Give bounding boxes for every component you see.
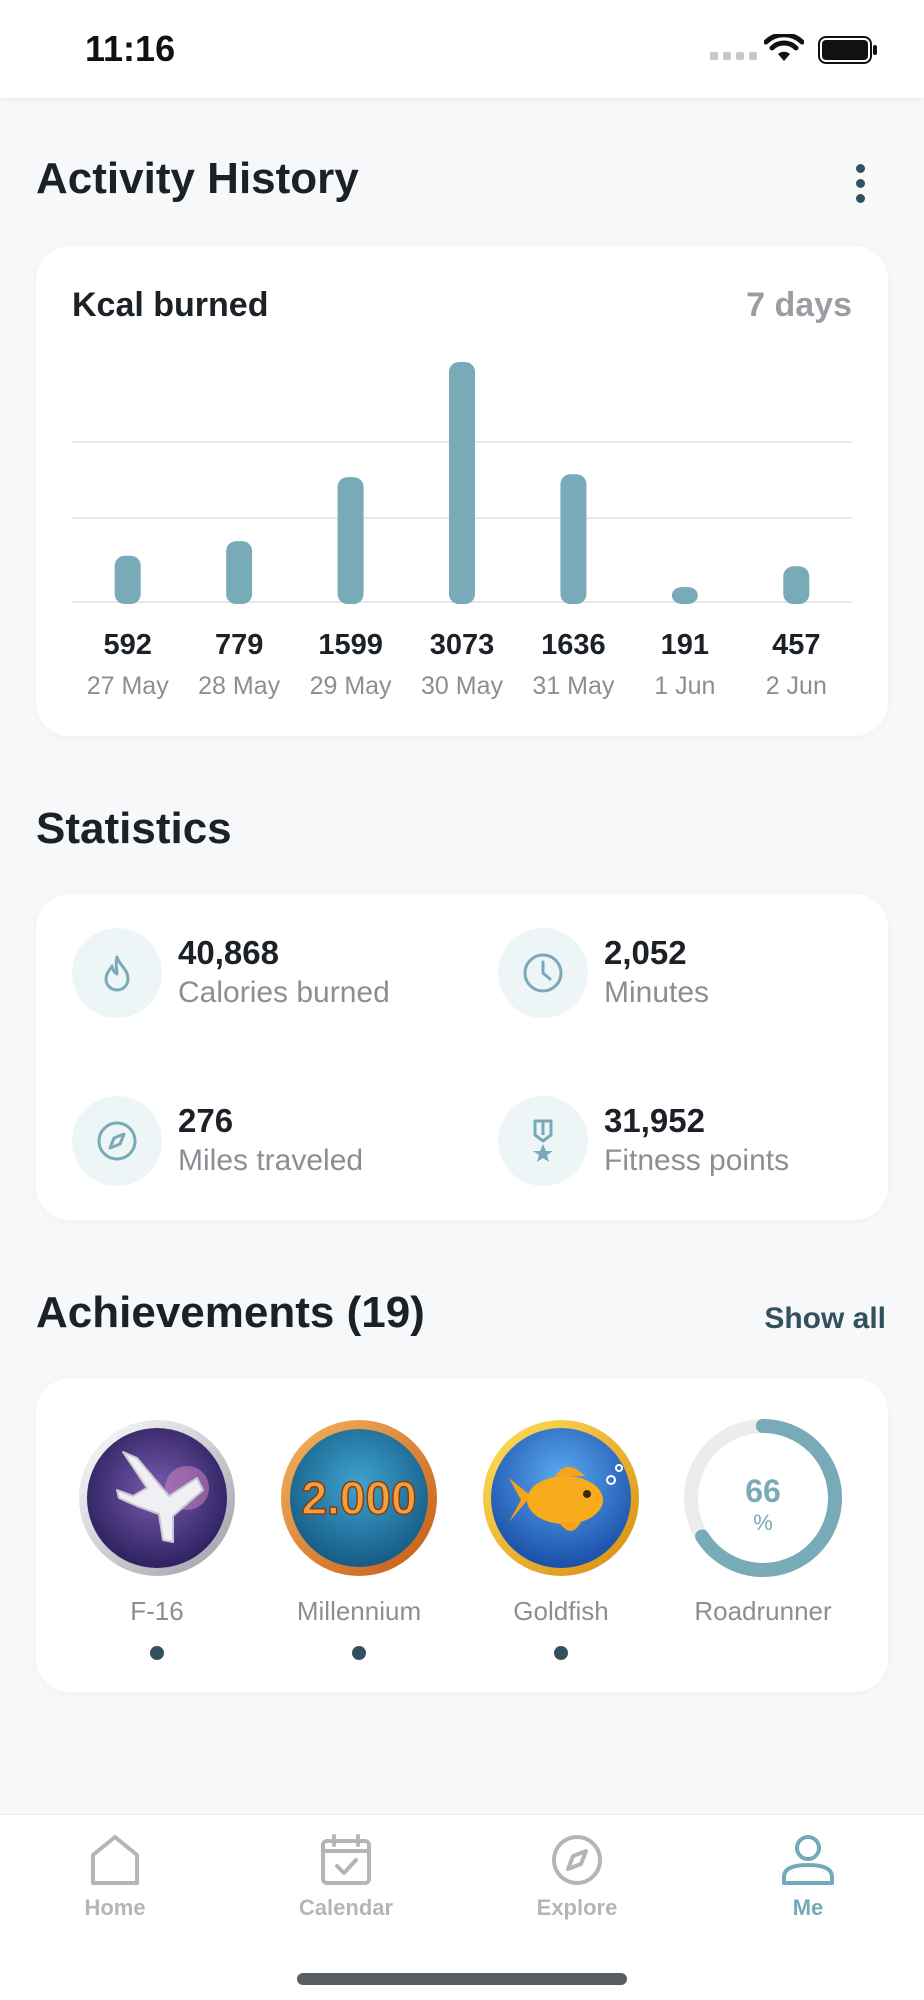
badge-label: Roadrunner (694, 1596, 832, 1626)
bar-date-label: 1 Jun (654, 672, 715, 700)
tab-label: Me (792, 1895, 824, 1920)
chart-bar[interactable] (671, 587, 698, 604)
badge-f16[interactable]: F-16 (57, 1418, 257, 1660)
stat-label: Minutes (604, 976, 710, 1009)
stat-label: Miles traveled (178, 1144, 364, 1177)
bar-date-label: 27 May (87, 672, 169, 700)
jet-badge-icon (79, 1420, 235, 1576)
badge-label: Goldfish (513, 1596, 609, 1626)
home-indicator (297, 1973, 627, 1985)
tab-bar: Home Calendar Explore Me (0, 1814, 924, 2000)
tab-label: Calendar (298, 1895, 394, 1920)
chart-bar[interactable] (560, 474, 587, 604)
tab-calendar[interactable]: Calendar (246, 1833, 446, 1943)
bar-date-label: 31 May (532, 672, 614, 700)
chart-bar[interactable] (449, 362, 475, 604)
stat-value: 2,052 (604, 934, 687, 971)
bar-date-label: 29 May (310, 672, 392, 700)
badge-label: F-16 (130, 1596, 184, 1626)
stat-label: Calories burned (178, 976, 390, 1009)
goldfish-badge-icon (483, 1420, 639, 1576)
chart-bar[interactable] (783, 566, 810, 604)
millennium-badge-icon: 2.000 (281, 1420, 437, 1576)
more-options-icon[interactable] (848, 160, 872, 204)
tab-home[interactable]: Home (15, 1833, 215, 1943)
compass-icon (552, 1835, 602, 1885)
progress-unit: % (753, 1510, 773, 1535)
bar-date-label: 30 May (421, 672, 503, 700)
stat-value: 40,868 (178, 934, 279, 971)
chart-bar[interactable] (226, 541, 253, 604)
achievements-title: Achievements (19) (36, 1288, 425, 1337)
achievements-card: F-16 2.000 Millennium (36, 1378, 888, 1692)
bar-value-label: 3073 (430, 629, 495, 661)
chart-title: Kcal burned (72, 286, 269, 324)
chart-bar[interactable] (337, 477, 364, 604)
kcal-bar-chart: 592 27 May 779 28 May 1599 29 May 3073 30 May 16… (72, 362, 852, 700)
cellular-signal-icon (710, 52, 757, 60)
stat-calories: 40,868 Calories burned (72, 928, 452, 1028)
show-all-link[interactable]: Show all (764, 1302, 886, 1335)
battery-icon (818, 36, 877, 64)
medal-icon (498, 1096, 588, 1186)
badge-text: 2.000 (301, 1472, 416, 1524)
chart-bar[interactable] (114, 555, 141, 604)
bar-value-label: 457 (772, 629, 820, 661)
status-bar: 11:16 (0, 0, 924, 98)
calendar-icon (321, 1834, 371, 1885)
home-icon (91, 1835, 139, 1885)
badge-millennium[interactable]: 2.000 Millennium (259, 1418, 459, 1660)
activity-chart-card: Kcal burned 7 days 592 27 May 779 28 May 159… (36, 246, 888, 736)
bar-date-label: 2 Jun (766, 672, 827, 700)
tab-explore[interactable]: Explore (477, 1833, 677, 1943)
badge-indicator-dot (352, 1646, 366, 1660)
stat-fitness-points: 31,952 Fitness points (498, 1096, 878, 1196)
badge-label: Millennium (296, 1596, 422, 1626)
progress-value: 66 (745, 1473, 781, 1509)
bar-value-label: 1599 (318, 629, 383, 661)
badge-indicator-dot (554, 1646, 568, 1660)
profile-icon (782, 1835, 834, 1885)
statistics-card: 40,868 Calories burned 2,052 Minutes 276… (36, 894, 888, 1220)
chart-period-selector[interactable]: 7 days (746, 286, 852, 324)
badge-goldfish[interactable]: Goldfish (461, 1418, 661, 1660)
status-time: 11:16 (85, 28, 176, 69)
stat-label: Fitness points (604, 1144, 790, 1177)
tab-label: Home (84, 1895, 146, 1920)
progress-ring: 66 % (684, 1419, 842, 1577)
flame-icon (72, 928, 162, 1018)
wifi-icon (764, 34, 804, 61)
statistics-title: Statistics (36, 804, 232, 853)
compass-icon (72, 1096, 162, 1186)
stat-minutes: 2,052 Minutes (498, 928, 878, 1028)
bar-value-label: 592 (104, 629, 152, 661)
bar-date-label: 28 May (198, 672, 280, 700)
tab-label: Explore (536, 1895, 618, 1920)
stat-miles: 276 Miles traveled (72, 1096, 452, 1196)
stat-value: 31,952 (604, 1102, 705, 1139)
stat-value: 276 (178, 1102, 234, 1139)
badge-indicator-dot (150, 1646, 164, 1660)
tab-me[interactable]: Me (708, 1833, 908, 1943)
bar-value-label: 1636 (541, 629, 606, 661)
bar-value-label: 779 (215, 629, 263, 661)
page-title: Activity History (36, 154, 359, 203)
bar-value-label: 191 (661, 629, 709, 661)
badge-roadrunner[interactable]: 66 % Roadrunner (663, 1418, 863, 1658)
clock-icon (498, 928, 588, 1018)
